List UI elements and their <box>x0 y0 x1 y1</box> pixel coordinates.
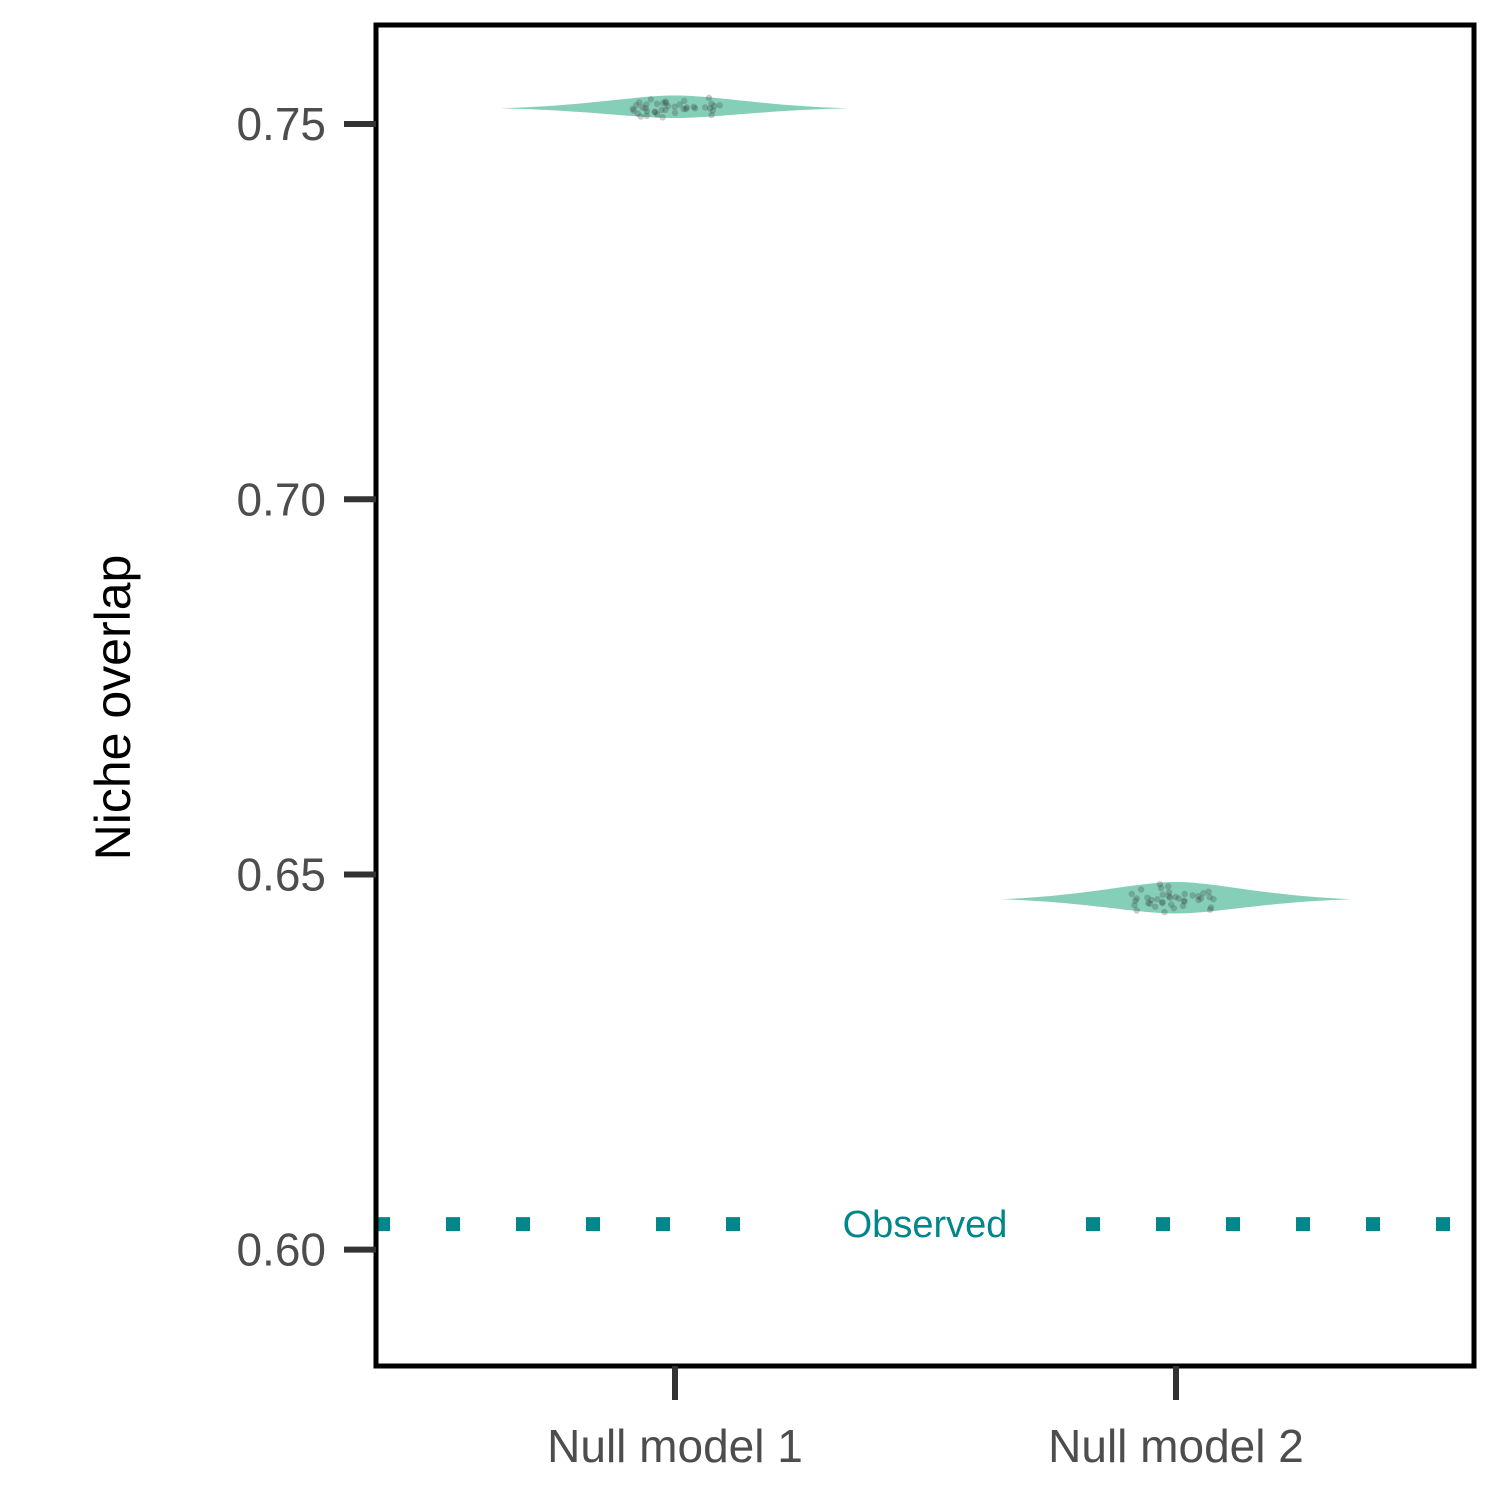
data-point <box>659 114 666 121</box>
data-point <box>1210 896 1217 903</box>
data-point <box>671 103 678 111</box>
data-point <box>1205 888 1212 895</box>
data-point <box>1159 899 1166 906</box>
data-point <box>642 105 649 112</box>
data-point <box>662 99 670 107</box>
data-point <box>1131 902 1138 909</box>
violin-2 <box>1001 881 1351 914</box>
data-point <box>1137 886 1145 893</box>
x-tick-label: Null model 2 <box>1048 1420 1304 1472</box>
data-point <box>716 102 723 109</box>
data-point <box>653 100 661 108</box>
data-point <box>1156 881 1164 888</box>
data-point <box>636 99 643 106</box>
data-point <box>1168 901 1175 908</box>
x-tick-label: Null model 1 <box>547 1420 803 1472</box>
data-point <box>1166 894 1174 901</box>
data-point <box>711 102 718 110</box>
data-point <box>1165 883 1172 890</box>
data-point <box>1133 907 1140 914</box>
data-point <box>1206 906 1214 913</box>
data-point <box>1133 895 1140 902</box>
data-point <box>681 97 688 105</box>
data-point <box>658 106 665 114</box>
reference-line-label: Observed <box>843 1204 1008 1246</box>
data-point <box>662 106 669 114</box>
data-point <box>664 102 672 110</box>
data-point <box>1145 899 1152 907</box>
data-point <box>651 108 658 116</box>
data-point <box>1195 893 1202 900</box>
data-point <box>643 112 650 120</box>
data-point <box>1170 905 1178 912</box>
data-point <box>709 107 716 114</box>
data-point <box>1181 890 1188 898</box>
data-point <box>652 108 659 116</box>
data-point <box>637 113 644 120</box>
data-point <box>1152 903 1159 910</box>
data-point <box>1175 895 1182 902</box>
data-point <box>1179 902 1187 910</box>
data-point <box>1181 898 1188 905</box>
violin-1 <box>500 95 850 119</box>
data-point <box>1144 894 1151 901</box>
y-tick-label: 0.70 <box>236 473 326 525</box>
data-point <box>660 99 667 107</box>
observed-reference-line: Observed <box>376 1204 1474 1246</box>
data-point <box>1132 897 1139 904</box>
y-axis-title: Niche overlap <box>85 555 141 861</box>
data-point <box>1195 896 1202 904</box>
data-point <box>647 96 654 103</box>
plot-frame <box>373 22 1477 1369</box>
data-point <box>680 105 687 113</box>
x-axis: Null model 1 Null model 2 <box>547 1366 1304 1472</box>
data-point <box>708 100 715 108</box>
data-point <box>629 105 636 113</box>
data-point <box>701 104 709 111</box>
data-point <box>630 107 637 114</box>
data-point <box>682 105 690 113</box>
data-point <box>1200 890 1207 897</box>
data-point <box>1189 892 1196 899</box>
data-point <box>1159 899 1166 907</box>
data-point <box>1128 890 1136 898</box>
data-point <box>639 104 646 111</box>
data-point <box>671 109 679 117</box>
y-axis: 0.60 0.65 0.70 0.75 <box>236 98 376 1276</box>
data-point <box>683 104 690 111</box>
violins <box>500 95 1351 914</box>
data-point <box>691 105 699 112</box>
data-point <box>1165 893 1172 900</box>
data-point <box>1154 896 1161 903</box>
data-point <box>1165 889 1173 896</box>
data-point <box>1148 896 1155 904</box>
data-point <box>705 94 713 102</box>
data-point <box>1159 891 1167 898</box>
data-point <box>643 108 651 115</box>
y-tick-label: 0.60 <box>236 1224 326 1276</box>
data-point <box>676 101 683 108</box>
data-point <box>1161 908 1168 916</box>
data-point <box>634 110 641 117</box>
data-point <box>706 105 714 112</box>
data-point <box>1157 884 1165 892</box>
y-tick-label: 0.65 <box>236 848 326 900</box>
data-points <box>629 94 1217 916</box>
data-point <box>1146 900 1154 907</box>
data-point <box>1207 904 1215 911</box>
data-point <box>1197 895 1205 902</box>
data-point <box>1206 893 1213 901</box>
data-point <box>1180 897 1188 904</box>
data-point <box>662 98 669 105</box>
data-point <box>654 111 661 118</box>
data-point <box>633 102 640 109</box>
data-point <box>643 101 650 108</box>
y-tick-label: 0.75 <box>236 98 326 150</box>
data-point <box>1172 893 1179 901</box>
data-point <box>690 103 697 111</box>
data-point <box>708 111 715 119</box>
